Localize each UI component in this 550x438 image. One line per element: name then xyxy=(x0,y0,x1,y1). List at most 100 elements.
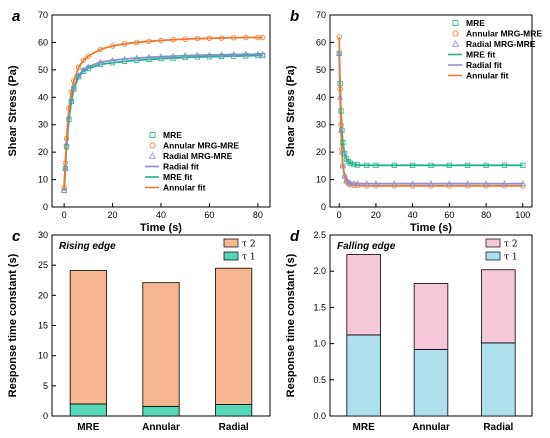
data-point-annular xyxy=(158,37,164,44)
inset-title: Falling edge xyxy=(337,241,396,252)
data-point-mre xyxy=(410,162,416,168)
legend-swatch xyxy=(485,251,501,261)
data-point-mre xyxy=(122,58,128,64)
legend-swatch-radial xyxy=(451,40,460,47)
x-axis-title: Time (s) xyxy=(140,222,182,234)
y-tick-label: 25 xyxy=(38,260,48,270)
data-point-mre xyxy=(391,162,397,168)
y-axis-title: Response time constant (s) xyxy=(285,253,297,397)
bar-segment xyxy=(413,348,449,417)
category-label: MRE xyxy=(77,422,100,433)
y-tick-label: 15 xyxy=(38,321,48,331)
data-point-annular xyxy=(134,39,140,46)
legend-swatch-mre xyxy=(149,132,156,138)
legend-label: Annular fit xyxy=(466,71,509,81)
data-point-annular xyxy=(260,34,266,41)
legend-swatch-mre xyxy=(452,20,459,26)
bar-segment xyxy=(69,403,107,417)
x-axis-title: Time (s) xyxy=(410,222,452,234)
data-point-radial xyxy=(206,51,213,58)
data-point-annular xyxy=(61,185,67,191)
y-tick-label: 70 xyxy=(38,10,48,20)
legend-swatch-radial xyxy=(148,152,157,159)
y-axis-title: Response time constant (s) xyxy=(7,253,19,397)
data-point-radial xyxy=(519,180,526,187)
data-point-mre xyxy=(342,150,348,157)
y-tick-label: 5 xyxy=(43,381,48,391)
legend-swatch xyxy=(485,238,501,248)
data-point-radial xyxy=(336,49,343,56)
data-point-mre xyxy=(66,116,72,122)
data-point-annular xyxy=(336,34,342,40)
legend-label: Radial fit xyxy=(163,162,199,172)
y-tick-label: 0.5 xyxy=(313,375,326,385)
data-point-radial xyxy=(341,172,348,178)
legend-label: MRE fit xyxy=(466,50,495,60)
y-tick-label: 70 xyxy=(316,10,326,20)
data-point-annular xyxy=(218,35,225,41)
y-tick-label: 20 xyxy=(316,147,326,157)
x-tick-label: 20 xyxy=(371,210,381,220)
x-tick-label: 60 xyxy=(444,210,454,220)
legend-label: Radial MRG-MRE xyxy=(466,39,536,49)
bar-segment xyxy=(413,283,449,350)
plot-frame xyxy=(329,14,533,208)
category-label: Annular xyxy=(412,422,450,433)
y-tick-label: 2.0 xyxy=(313,266,326,276)
legend-label: τ 2 xyxy=(242,240,256,250)
data-point-radial xyxy=(501,180,508,187)
data-point-mre xyxy=(446,162,452,168)
legend-label: Annular MRG-MRE xyxy=(163,141,239,151)
plot-frame xyxy=(51,14,271,208)
data-point-radial xyxy=(109,56,116,63)
y-tick-label: 1.0 xyxy=(313,339,326,349)
x-tick-label: 40 xyxy=(408,210,418,220)
x-tick-label: 40 xyxy=(156,210,166,220)
legend-label: MRE fit xyxy=(163,172,192,182)
data-point-radial xyxy=(157,53,165,60)
bar-segment xyxy=(142,282,180,407)
category-label: Radial xyxy=(219,422,249,433)
y-tick-label: 50 xyxy=(316,65,326,75)
y-tick-label: 10 xyxy=(316,175,326,185)
data-point-annular xyxy=(66,105,72,111)
y-axis-title: Shear Stress (Pa) xyxy=(7,65,19,156)
x-tick-label: 100 xyxy=(515,210,530,220)
data-point-annular xyxy=(80,57,87,63)
y-tick-label: 1.5 xyxy=(313,302,326,312)
data-point-radial xyxy=(60,187,68,193)
legend-label: τ 2 xyxy=(504,240,518,250)
data-point-mre xyxy=(340,139,346,146)
y-tick-label: 30 xyxy=(38,230,48,240)
data-point-annular xyxy=(109,43,116,49)
data-point-annular xyxy=(339,146,345,153)
data-point-annular xyxy=(206,35,213,42)
data-point-radial xyxy=(63,140,70,147)
panel-b: b Shear Stress (Pa) 0 20 40 60 80 100 0 10 20 30 40 5… xyxy=(285,8,542,234)
y-tick-label: 30 xyxy=(316,120,326,130)
category-label: Radial xyxy=(483,422,513,433)
data-point-annular xyxy=(97,46,104,52)
y-tick-label: 60 xyxy=(38,37,48,47)
data-point-radial xyxy=(230,51,237,57)
data-point-annular xyxy=(121,41,128,47)
data-point-mre xyxy=(338,108,344,114)
bar-segment xyxy=(215,267,253,405)
panel-letter: a xyxy=(12,8,20,25)
data-point-mre xyxy=(63,144,70,150)
y-tick-label: 40 xyxy=(316,92,326,102)
data-point-mre xyxy=(109,60,116,66)
x-tick-label: 0 xyxy=(62,210,67,220)
data-point-radial xyxy=(391,180,398,187)
data-point-radial xyxy=(70,84,77,91)
data-point-annular xyxy=(337,86,343,92)
bar-segment xyxy=(215,404,253,417)
panel-letter: c xyxy=(12,228,21,245)
data-point-mre xyxy=(337,80,343,87)
data-point-mre xyxy=(465,162,471,168)
y-tick-label: 30 xyxy=(38,120,48,130)
bar-segment xyxy=(142,405,180,417)
data-point-radial xyxy=(145,53,153,60)
data-point-radial xyxy=(372,180,380,187)
y-tick-label: 10 xyxy=(38,175,48,185)
